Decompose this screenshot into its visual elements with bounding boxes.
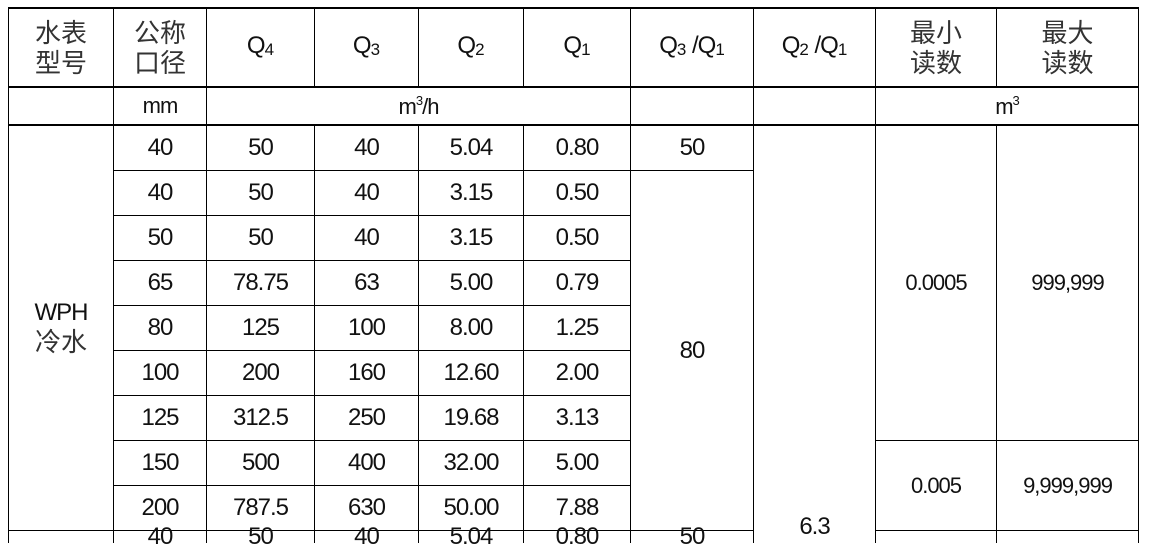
header-q3: Q3: [314, 7, 419, 88]
table-row: 65 78.75 63 5.00 0.79: [9, 260, 1139, 306]
model-cell: WPH 冷水: [8, 124, 114, 531]
cell-q2: 5.04: [418, 525, 524, 548]
table-row: 50 50 40 3.15 0.50: [9, 215, 1139, 261]
cell-q4: 50: [206, 215, 315, 261]
cell-q2: 19.68: [418, 395, 524, 441]
cell-q1: 0.50: [523, 215, 631, 261]
cell-q4: 200: [206, 350, 315, 396]
cell-q3: 400: [314, 440, 419, 486]
cell-q3: 630: [314, 485, 419, 531]
cell-max-reading: 9,999,999: [996, 440, 1139, 531]
cell-diameter: 40: [113, 525, 207, 548]
header-model: 水表 型号: [8, 7, 114, 88]
cell-max-reading: [996, 530, 1139, 543]
cell-q4: 312.5: [206, 395, 315, 441]
cell-q4: 50: [206, 124, 315, 171]
table-row: 80 125 100 8.00 1.25: [9, 305, 1139, 351]
cell-q3-q1: 80: [630, 170, 754, 531]
cell-q3: 160: [314, 350, 419, 396]
cell-q1: 7.88: [523, 485, 631, 531]
cell-q3: 40: [314, 124, 419, 171]
cell-q2: 5.04: [418, 124, 524, 171]
cell-max-reading: 999,999: [996, 124, 1139, 441]
cell-diameter: 65: [113, 260, 207, 306]
cell-q2: 3.15: [418, 215, 524, 261]
table-row: 200 787.5 630 50.00 7.88: [9, 485, 1139, 531]
cell-q4: 125: [206, 305, 315, 351]
cell-q4: 500: [206, 440, 315, 486]
cell-q3-q1: 50: [630, 124, 754, 171]
cell-q1: 1.25: [523, 305, 631, 351]
table-row: 40 50 40 5.04 0.80 50: [8, 525, 1139, 548]
table-row: 150 500 400 32.00 5.00 0.005 9,999,999: [9, 440, 1139, 531]
cell-q3: 63: [314, 260, 419, 306]
table-row: WPH 冷水 40 50 40 5.04 0.80 50 6.3 0.0005 9…: [8, 124, 1139, 543]
cell-q4: 78.75: [206, 260, 315, 306]
cell-diameter: 150: [113, 440, 207, 486]
cell-q3-q1: 50: [630, 525, 754, 548]
cell-diameter: 100: [113, 350, 207, 396]
cell-q3: 40: [314, 525, 419, 548]
cell-q4: 50: [206, 170, 315, 216]
cell-q1: 0.80: [523, 124, 631, 171]
cell-q2: 50.00: [418, 485, 524, 531]
header-min-reading: 最小 读数: [875, 7, 997, 88]
cell-q2: 32.00: [418, 440, 524, 486]
unit-diameter: mm: [113, 86, 207, 126]
header-q4: Q4: [206, 7, 315, 88]
cell-diameter: 200: [113, 485, 207, 531]
cell-diameter: 80: [113, 305, 207, 351]
cell-q1: 2.00: [523, 350, 631, 396]
cell-q4: 787.5: [206, 485, 315, 531]
cell-min-reading: 0.0005: [875, 124, 997, 441]
units-row: mm m3/h m3: [8, 86, 1139, 126]
cell-q1: 3.13: [523, 395, 631, 441]
cell-q2: 12.60: [418, 350, 524, 396]
cell-diameter: 125: [113, 395, 207, 441]
cell-q3: 40: [314, 170, 419, 216]
cell-diameter: 40: [113, 124, 207, 171]
unit-empty: [630, 86, 754, 126]
header-q1: Q1: [523, 7, 631, 88]
header-row: 水表 型号 公称 口径 Q4 Q3 Q2 Q1 Q3 /Q1 Q2 /Q1 最小 读数…: [8, 7, 1139, 88]
cell-q2: 5.00: [418, 260, 524, 306]
model-cell: [8, 530, 114, 543]
cell-q1: 0.79: [523, 260, 631, 306]
header-q2: Q2: [418, 7, 524, 88]
cell-q3: 40: [314, 215, 419, 261]
cell-q1: 0.50: [523, 170, 631, 216]
unit-reading: m3: [875, 86, 1139, 126]
cell-q2: 3.15: [418, 170, 524, 216]
cell-q2: 8.00: [418, 305, 524, 351]
cell-q1: 5.00: [523, 440, 631, 486]
cell-q1: 0.80: [523, 525, 631, 548]
header-q2-q1: Q2 /Q1: [753, 7, 876, 88]
cell-q3: 100: [314, 305, 419, 351]
cell-min-reading: [875, 530, 997, 543]
header-max-reading: 最大 读数: [996, 7, 1139, 88]
unit-empty: [753, 86, 876, 126]
table-row: 100 200 160 12.60 2.00: [9, 350, 1139, 396]
unit-flow: m3/h: [206, 86, 631, 126]
cell-q3: 250: [314, 395, 419, 441]
header-q3-q1: Q3 /Q1: [630, 7, 754, 88]
cell-min-reading: 0.005: [875, 440, 997, 531]
water-meter-spec-table: 水表 型号 公称 口径 Q4 Q3 Q2 Q1 Q3 /Q1 Q2 /Q1 最小 读数…: [8, 7, 1139, 548]
header-nominal-diameter: 公称 口径: [113, 7, 207, 88]
unit-empty: [8, 86, 114, 126]
cell-q4: 50: [206, 525, 315, 548]
cell-diameter: 50: [113, 215, 207, 261]
cell-diameter: 40: [113, 170, 207, 216]
cell-q2-q1: 6.3: [753, 124, 876, 543]
